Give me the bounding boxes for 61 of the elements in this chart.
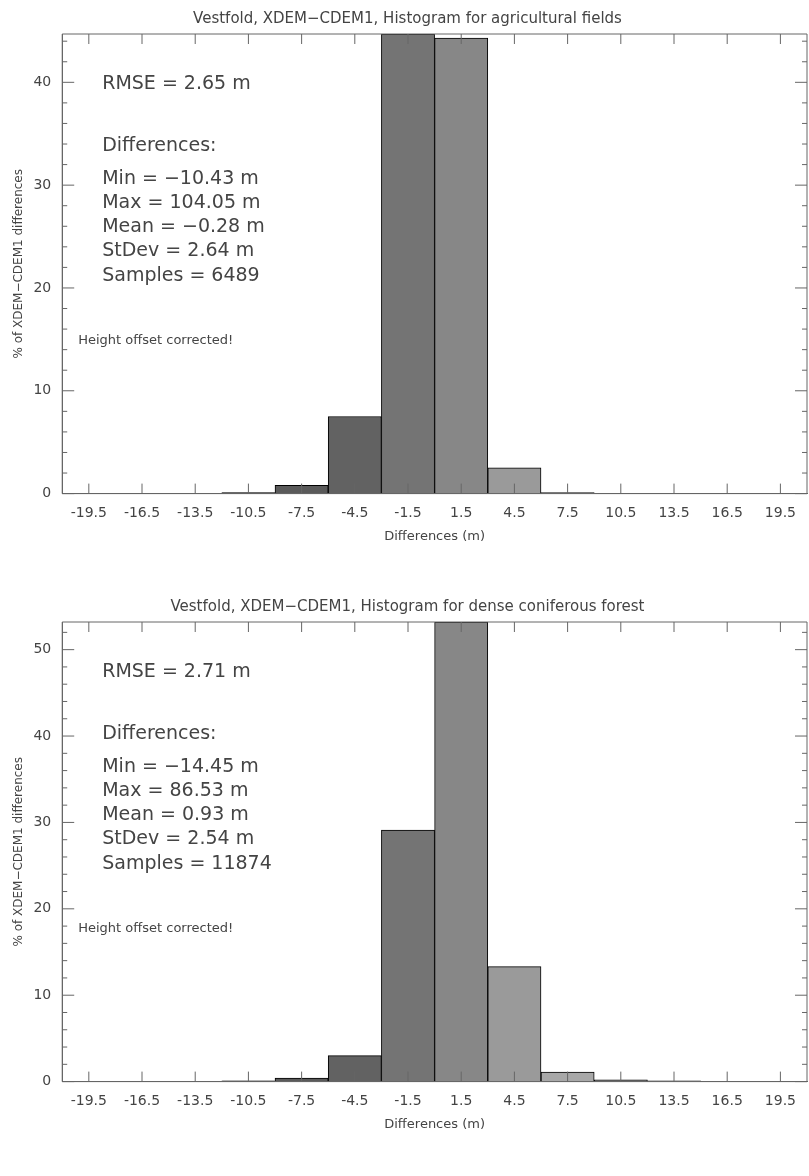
- annotation: Differences:: [102, 132, 217, 155]
- x-tick-label: -4.5: [341, 503, 369, 520]
- x-tick-label: -19.5: [70, 1091, 107, 1108]
- x-axis-title: Differences (m): [384, 1115, 485, 1131]
- chart-title: Vestfold, XDEM−CDEM1, Histogram for dense coniferous forest: [170, 596, 645, 615]
- y-tick-label: 0: [42, 1072, 52, 1089]
- x-tick-label: 19.5: [764, 503, 796, 520]
- y-tick-label: 10: [33, 985, 52, 1002]
- x-tick-label: 1.5: [450, 1091, 473, 1108]
- x-tick-label: -16.5: [123, 503, 161, 520]
- x-axis-title: Differences (m): [384, 527, 485, 543]
- x-tick-label: 16.5: [711, 503, 743, 520]
- annotation: Samples = 11874: [102, 850, 272, 873]
- x-tick-label: 7.5: [556, 503, 579, 520]
- x-tick-label: -4.5: [341, 1091, 369, 1108]
- annotation: Min = −10.43 m: [102, 165, 259, 188]
- x-tick-label: -10.5: [230, 1091, 267, 1108]
- x-tick-label: -16.5: [123, 1091, 161, 1108]
- annotation: Height offset corrected!: [78, 332, 234, 348]
- x-tick-label: 13.5: [658, 503, 690, 520]
- y-tick-label: 30: [33, 175, 52, 192]
- chart-title: Vestfold, XDEM−CDEM1, Histogram for agricultural fields: [193, 8, 623, 27]
- annotation: Differences:: [102, 720, 217, 743]
- x-tick-label: 16.5: [711, 1091, 743, 1108]
- annotation: RMSE = 2.71 m: [102, 658, 251, 681]
- annotation: Mean = 0.93 m: [102, 801, 249, 824]
- annotation: StDev = 2.64 m: [102, 237, 255, 260]
- x-tick-label: -10.5: [230, 503, 267, 520]
- x-tick-label: -7.5: [287, 503, 316, 520]
- annotation: Max = 104.05 m: [102, 189, 261, 212]
- x-tick-label: -13.5: [177, 1091, 214, 1108]
- annotation: Height offset corrected!: [78, 920, 234, 936]
- x-tick-label: -7.5: [287, 1091, 316, 1108]
- y-tick-label: 40: [33, 726, 52, 743]
- x-tick-label: 19.5: [764, 1091, 796, 1108]
- y-tick-label: 40: [33, 72, 52, 89]
- x-tick-label: 4.5: [503, 1091, 526, 1108]
- x-tick-label: 13.5: [658, 1091, 690, 1108]
- x-tick-label: 10.5: [605, 503, 637, 520]
- x-tick-label: -13.5: [177, 503, 214, 520]
- annotation: Mean = −0.28 m: [102, 213, 265, 236]
- y-axis-title: % of XDEM−CDEM1 differences: [11, 757, 26, 947]
- x-tick-label: 4.5: [503, 503, 526, 520]
- annotation: RMSE = 2.65 m: [102, 70, 251, 93]
- x-tick-label: 7.5: [556, 1091, 579, 1108]
- y-tick-label: 0: [42, 484, 52, 501]
- x-tick-label: 1.5: [450, 503, 473, 520]
- x-tick-label: -1.5: [394, 503, 422, 520]
- y-axis-title: % of XDEM−CDEM1 differences: [11, 169, 26, 359]
- annotation: Samples = 6489: [102, 262, 260, 285]
- y-tick-label: 30: [33, 813, 52, 830]
- annotation: Max = 86.53 m: [102, 777, 249, 800]
- annotation: Min = −14.45 m: [102, 753, 259, 776]
- x-tick-label: -19.5: [70, 503, 107, 520]
- y-tick-label: 10: [33, 381, 52, 398]
- x-tick-label: 10.5: [605, 1091, 637, 1108]
- y-tick-label: 50: [33, 640, 52, 657]
- x-tick-label: -1.5: [394, 1091, 422, 1108]
- annotation: StDev = 2.54 m: [102, 825, 255, 848]
- y-tick-label: 20: [33, 899, 52, 916]
- y-tick-label: 20: [33, 278, 52, 295]
